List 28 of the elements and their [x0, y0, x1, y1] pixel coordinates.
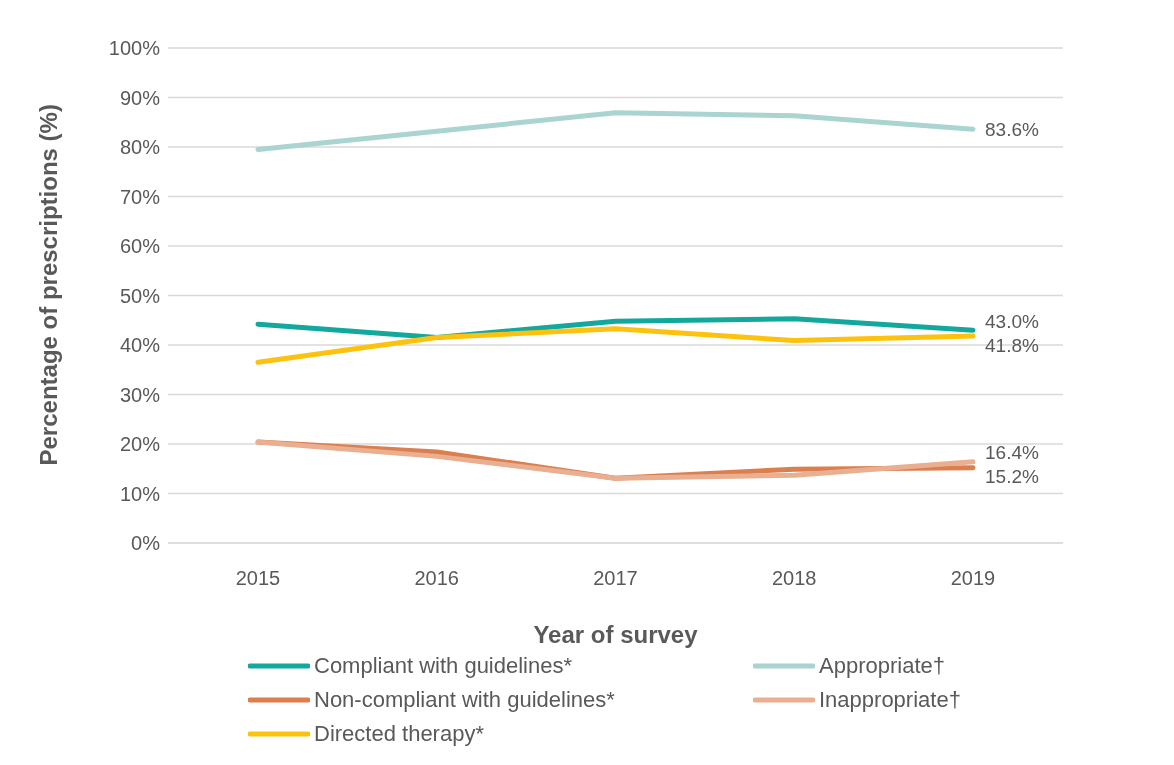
data-label: 43.0% [985, 310, 1039, 332]
y-tick-label: 60% [119, 235, 161, 258]
data-label: 16.4% [985, 442, 1039, 464]
legend-label: Compliant with guidelines* [314, 653, 573, 679]
y-tick-label: 90% [119, 86, 161, 109]
legend-label: Directed therapy* [314, 721, 484, 747]
x-tick-label: 2018 [772, 567, 817, 590]
data-label: 83.6% [985, 118, 1039, 140]
y-tick-label: 80% [119, 136, 161, 159]
legend-label: Inappropriate† [819, 687, 961, 713]
legend-label: Appropriate† [819, 653, 945, 679]
y-tick-label: 10% [119, 482, 161, 505]
data-label: 41.8% [985, 334, 1039, 356]
y-tick-label: 20% [119, 433, 161, 456]
legend-label: Non-compliant with guidelines* [314, 687, 615, 713]
x-tick-label: 2017 [593, 567, 638, 590]
x-tick-label: 2016 [414, 567, 459, 590]
y-tick-label: 100% [108, 37, 161, 60]
data-label: 15.2% [985, 466, 1039, 488]
x-axis-title: Year of survey [533, 621, 699, 648]
y-tick-label: 0% [131, 532, 161, 555]
y-tick-label: 40% [119, 334, 161, 357]
y-axis-title: Percentage of prescriptions (%) [34, 104, 62, 466]
y-tick-label: 30% [119, 383, 161, 406]
y-tick-label: 50% [119, 284, 161, 307]
y-tick-label: 70% [119, 185, 161, 208]
x-tick-label: 2019 [950, 567, 996, 590]
x-tick-label: 2015 [235, 567, 281, 590]
